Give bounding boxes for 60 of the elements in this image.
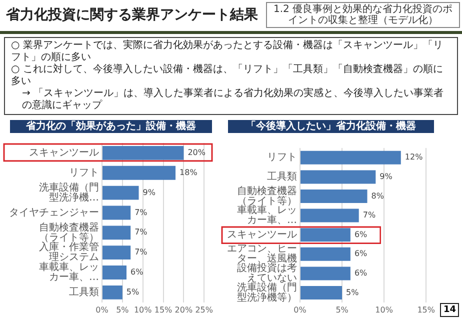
data-label: 18%	[180, 168, 198, 177]
data-label: 7%	[362, 210, 376, 220]
data-label: 12%	[404, 152, 424, 162]
x-tick-label: 10%	[375, 305, 394, 314]
bar	[300, 208, 359, 222]
data-label: 5%	[346, 288, 360, 297]
data-label: 6%	[130, 268, 144, 277]
x-tick-label: 5%	[116, 305, 130, 314]
y-tick-label: リフト	[69, 167, 99, 178]
y-tick-label: 洗車設備（門型洗浄機…	[39, 181, 99, 204]
text: ○ これに対して、今後導入したい設備・機器は、「リフト」「工具類」「自動検査機器」の順に多い	[11, 64, 444, 88]
bar	[102, 266, 127, 280]
bar	[102, 146, 184, 160]
data-label: 7%	[134, 228, 148, 237]
y-tick-label: リフト	[267, 152, 297, 164]
y-tick-label: スキャンツール	[29, 148, 99, 159]
bar	[300, 150, 401, 164]
x-tick-label: 0%	[294, 305, 307, 314]
data-label: 6%	[354, 249, 368, 258]
bar	[102, 226, 131, 240]
x-tick-label: 5%	[336, 305, 349, 314]
bar	[300, 228, 350, 242]
x-tick-label: 15%	[417, 305, 436, 314]
text: 省力化投資に関する業界アンケート結果	[6, 6, 258, 25]
data-label: 8%	[371, 191, 384, 200]
y-tick-label: タイヤチェンジャー	[9, 207, 99, 218]
text: 14	[440, 303, 459, 317]
data-label: 9%	[380, 172, 393, 182]
y-tick-label: 工具類	[267, 170, 297, 183]
text: ○ 業界アンケートでは、実際に省力化効果があったとする設備・機器は「スキャンツール」「リフト」の順に多い	[11, 40, 444, 64]
y-tick-label: スキャンツール	[227, 229, 297, 240]
bar	[102, 166, 176, 180]
chart-title: 省力化の「効果があった」設備・機器	[10, 120, 212, 133]
bar	[102, 285, 122, 300]
bar	[300, 189, 368, 204]
data-label: 7%	[134, 248, 148, 257]
x-tick-label: 20%	[174, 305, 193, 314]
data-label: 20%	[188, 148, 206, 158]
bar	[102, 246, 131, 260]
data-label: 6%	[354, 230, 368, 239]
y-tick-label: 工具類	[69, 286, 99, 298]
bar	[102, 186, 139, 200]
text: 1.2 優良事例と効果的な省力化投資のポイントの収集と整理（モデル化）	[266, 2, 460, 28]
bar	[102, 206, 131, 220]
y-tick-label: 車載車、レッカー車、…	[39, 261, 99, 284]
data-label: 6%	[354, 268, 368, 278]
bar	[300, 170, 376, 184]
data-label: 9%	[142, 188, 156, 197]
x-tick-label: 0%	[96, 305, 109, 314]
chart-title: 「今後導入したい」省力化設備・機器	[228, 120, 434, 133]
x-tick-label: 25%	[195, 305, 214, 314]
x-tick-label: 15%	[154, 305, 173, 314]
data-label: 5%	[126, 288, 140, 297]
y-tick-label: 車載車、レッカー車、…	[237, 204, 297, 226]
bar	[300, 286, 342, 300]
data-label: 7%	[134, 208, 148, 217]
bar	[300, 247, 350, 261]
bar	[300, 266, 350, 280]
text: → 「スキャンツール」は、導入した事業者による省力化効果の実感と、今後導入したい事業者の意識にギャップ	[21, 88, 445, 112]
x-tick-label: 10%	[134, 305, 152, 314]
